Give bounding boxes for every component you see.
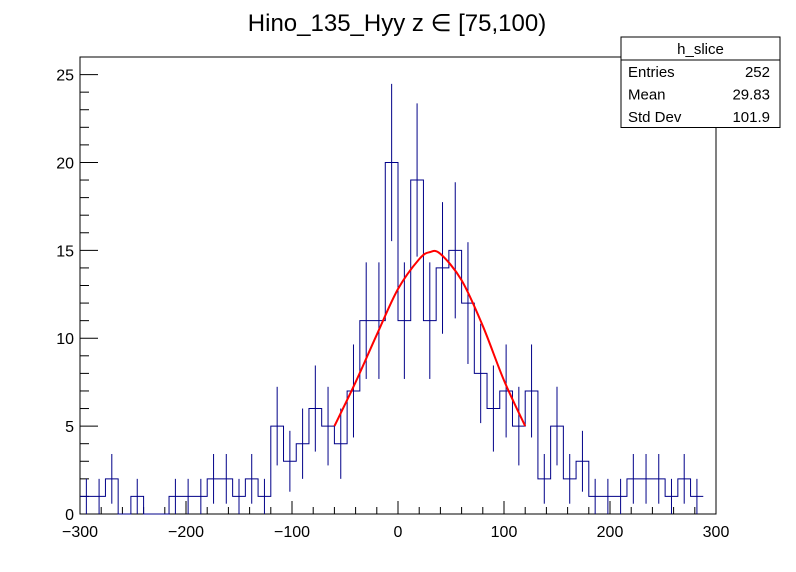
x-tick-label: 100: [491, 524, 518, 541]
x-tick-label: −300: [62, 524, 98, 541]
stats-row-value: 101.9: [732, 109, 770, 126]
y-tick-label: 20: [56, 155, 74, 172]
fit-line: [333, 249, 527, 427]
stats-row-label: Mean: [628, 87, 666, 104]
stats-row-label: Entries: [628, 64, 675, 81]
histogram-series: [80, 83, 704, 515]
x-tick-label: −100: [274, 524, 310, 541]
x-tick-label: 0: [394, 524, 403, 541]
stats-row-label: Std Dev: [628, 109, 682, 126]
y-tick-label: 0: [65, 507, 74, 524]
stats-box-name: h_slice: [677, 41, 724, 58]
y-tick-label: 5: [65, 419, 74, 436]
stats-row-value: 252: [745, 64, 770, 81]
plot-area: −300 −200 −100 0 100 200 300 0 5 10 15 20 25: [56, 56, 730, 541]
y-tick-label: 25: [56, 68, 74, 85]
stats-box-frame: [620, 36, 781, 128]
x-tick-label: −200: [168, 524, 204, 541]
y-tick-label: 15: [56, 243, 74, 260]
x-tick-label: 300: [703, 524, 730, 541]
y-tick-label: 10: [56, 331, 74, 348]
stats-row-value: 29.83: [732, 87, 770, 104]
fit-curve: [333, 249, 527, 427]
chart-title: Hino_135_Hyy z ∈ [75,100): [248, 10, 546, 37]
x-tick-label: 200: [597, 524, 624, 541]
